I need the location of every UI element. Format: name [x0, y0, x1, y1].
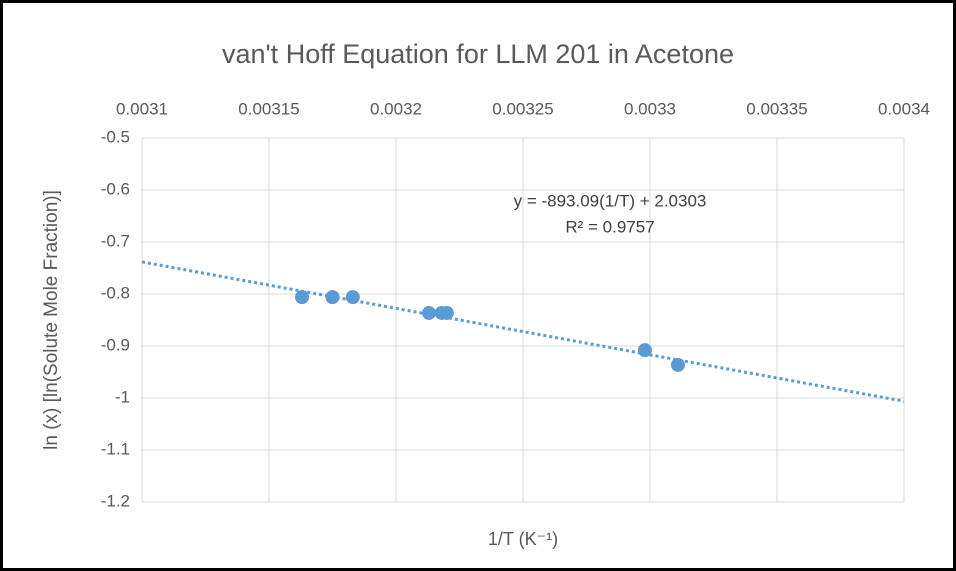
- x-tick-label: 0.0033: [624, 99, 676, 118]
- y-axis-label: ln (x) [ln(Solute Mole Fraction)]: [41, 190, 62, 450]
- data-point: [439, 305, 454, 320]
- x-tick-label: 0.00315: [238, 99, 299, 118]
- y-tick-label: -0.9: [101, 335, 130, 354]
- y-tick-label: -0.5: [101, 127, 130, 146]
- y-tick-label: -1.2: [101, 491, 130, 510]
- trendline-equation: y = -893.09(1/T) + 2.0303: [514, 191, 707, 210]
- y-tick-label: -0.7: [101, 231, 130, 250]
- x-tick-label: 0.0032: [370, 99, 422, 118]
- data-point: [637, 343, 652, 358]
- marks: [141, 260, 905, 403]
- y-tick-label: -0.6: [101, 179, 130, 198]
- x-tick-label: 0.00335: [746, 99, 807, 118]
- x-tick-label: 0.0034: [878, 99, 930, 118]
- trendline-r2: R² = 0.9757: [565, 217, 654, 236]
- data-point: [422, 305, 437, 320]
- data-point: [670, 357, 685, 372]
- x-tick-label: 0.0031: [116, 99, 168, 118]
- data-point: [295, 290, 310, 305]
- x-tick-label: 0.00325: [492, 99, 553, 118]
- y-tick-label: -1.1: [101, 439, 130, 458]
- data-point: [345, 290, 360, 305]
- grid: [141, 137, 905, 503]
- y-tick-label: -0.8: [101, 283, 130, 302]
- data-point: [325, 290, 340, 305]
- x-axis-label: 1/T (K⁻¹): [488, 529, 558, 549]
- chart-title: van't Hoff Equation for LLM 201 in Aceto…: [222, 39, 734, 69]
- y-tick-label: -1: [115, 387, 130, 406]
